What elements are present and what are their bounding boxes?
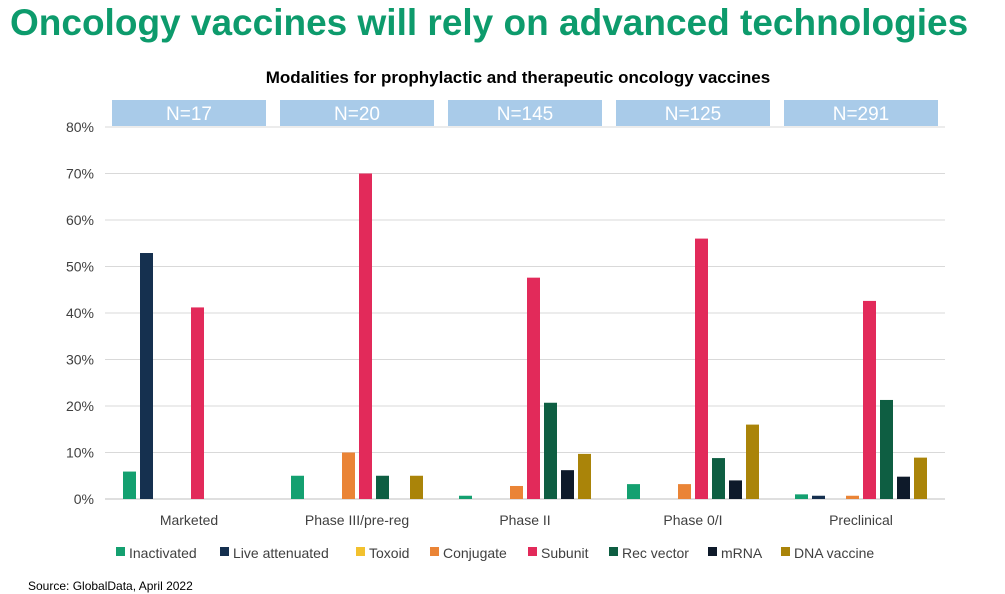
x-category-label: Phase III/pre-reg	[305, 512, 409, 528]
legend-item: Toxoid	[356, 545, 409, 561]
bar-inactivated	[795, 494, 808, 499]
y-tick-label: 50%	[66, 259, 94, 275]
bar-rec-vector	[376, 475, 389, 499]
page-title: Oncology vaccines will rely on advanced …	[10, 2, 969, 43]
legend-item: DNA vaccine	[781, 545, 874, 561]
legend-item: mRNA	[708, 545, 763, 561]
sample-size-banner	[280, 100, 434, 126]
y-tick-label: 30%	[66, 352, 94, 368]
x-category-label: Marketed	[160, 512, 218, 528]
x-category-label: Phase II	[499, 512, 550, 528]
legend-label: DNA vaccine	[794, 545, 874, 561]
y-tick-label: 20%	[66, 398, 94, 414]
sample-size-banner	[112, 100, 266, 126]
bar-inactivated	[627, 484, 640, 499]
bar-mrna	[561, 470, 574, 499]
bar-inactivated	[123, 471, 136, 499]
sample-size-label: N=20	[334, 104, 380, 125]
bar-mrna	[897, 476, 910, 499]
chart-title: Modalities for prophylactic and therapeu…	[266, 68, 770, 87]
sample-size-label: N=125	[665, 104, 722, 125]
bar-dna-vaccine	[578, 453, 591, 499]
legend-item: Live attenuated	[220, 545, 329, 561]
y-tick-label: 60%	[66, 212, 94, 228]
gridlines	[105, 126, 945, 500]
sample-size-banner	[448, 100, 602, 126]
legend-swatch	[430, 547, 439, 556]
legend-swatch	[356, 547, 365, 556]
legend-item: Rec vector	[609, 545, 689, 561]
sample-size-label: N=291	[833, 104, 890, 125]
x-category-label: Phase 0/I	[663, 512, 722, 528]
legend-label: Rec vector	[622, 545, 689, 561]
bar-inactivated	[291, 475, 304, 499]
bars	[123, 173, 927, 499]
bar-conjugate	[846, 495, 859, 499]
sample-size-banner	[616, 100, 770, 126]
sample-size-banner	[784, 100, 938, 126]
bar-live-attenuated	[140, 253, 153, 499]
legend: Inactivated Live attenuated Toxoid Conjugat…	[116, 545, 874, 561]
source-note: Source: GlobalData, April 2022	[28, 579, 193, 593]
y-tick-label: 40%	[66, 305, 94, 321]
bar-inactivated	[459, 495, 472, 499]
legend-swatch	[708, 547, 717, 556]
legend-swatch	[116, 547, 125, 556]
legend-swatch	[781, 547, 790, 556]
y-axis-tick-labels: 0% 10% 20% 30% 40% 50% 60% 70% 80%	[66, 119, 94, 507]
x-axis-category-labels: Marketed Phase III/pre-reg Phase II Phase 0…	[160, 512, 893, 528]
legend-item: Inactivated	[116, 545, 197, 561]
bar-conjugate	[678, 484, 691, 499]
bar-mrna	[729, 480, 742, 499]
legend-label: Live attenuated	[233, 545, 329, 561]
bar-dna-vaccine	[746, 424, 759, 499]
bar-subunit	[359, 173, 372, 499]
legend-swatch	[220, 547, 229, 556]
bar-conjugate	[510, 485, 523, 499]
bar-subunit	[527, 277, 540, 499]
bar-rec-vector	[544, 402, 557, 499]
bar-conjugate	[342, 452, 355, 499]
legend-label: Toxoid	[369, 545, 409, 561]
sample-size-label: N=145	[497, 104, 554, 125]
bar-rec-vector	[712, 458, 725, 499]
sample-size-banners: N=17 N=20 N=145 N=125 N=291	[112, 100, 938, 126]
bar-dna-vaccine	[410, 475, 423, 499]
legend-label: Subunit	[541, 545, 589, 561]
legend-label: mRNA	[721, 545, 763, 561]
bar-rec-vector	[880, 399, 893, 499]
legend-label: Conjugate	[443, 545, 507, 561]
legend-item: Conjugate	[430, 545, 507, 561]
bar-subunit	[695, 238, 708, 499]
bar-subunit	[863, 300, 876, 499]
y-tick-label: 80%	[66, 119, 94, 135]
y-tick-label: 10%	[66, 445, 94, 461]
legend-label: Inactivated	[129, 545, 197, 561]
bar-live-attenuated	[812, 495, 825, 499]
legend-swatch	[609, 547, 618, 556]
bar-dna-vaccine	[914, 457, 927, 499]
y-tick-label: 70%	[66, 166, 94, 182]
x-category-label: Preclinical	[829, 512, 893, 528]
legend-swatch	[528, 547, 537, 556]
legend-item: Subunit	[528, 545, 589, 561]
bar-subunit	[191, 307, 204, 499]
y-tick-label: 0%	[74, 491, 94, 507]
sample-size-label: N=17	[166, 104, 212, 125]
